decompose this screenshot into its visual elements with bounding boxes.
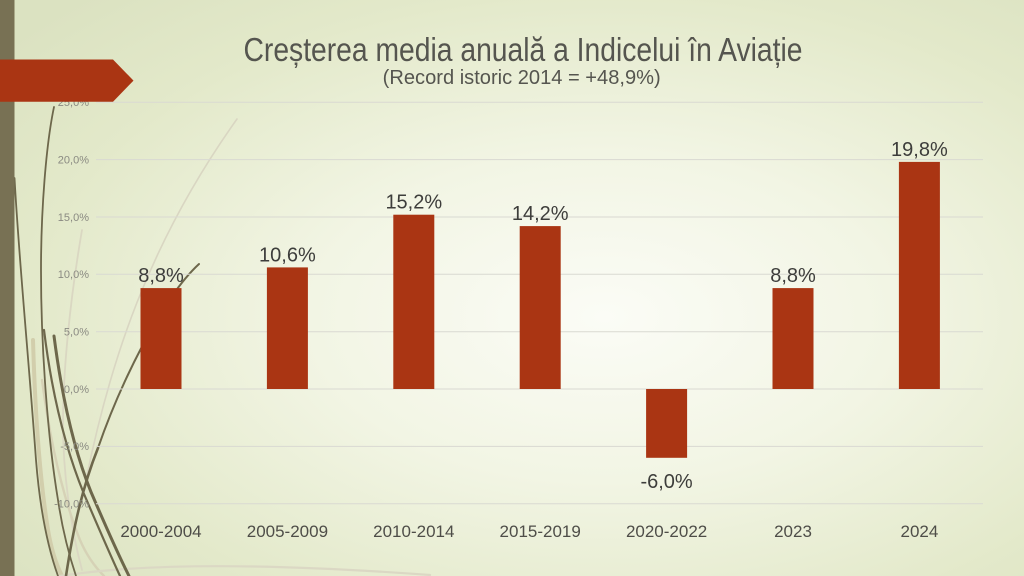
svg-text:-5,0%: -5,0% bbox=[60, 441, 89, 453]
svg-text:15,0%: 15,0% bbox=[58, 212, 89, 224]
svg-text:2023: 2023 bbox=[774, 522, 812, 541]
svg-text:2024: 2024 bbox=[900, 522, 938, 541]
svg-text:-6,0%: -6,0% bbox=[640, 471, 692, 493]
svg-text:5,0%: 5,0% bbox=[64, 327, 89, 339]
svg-text:8,8%: 8,8% bbox=[138, 265, 184, 287]
svg-text:2020-2022: 2020-2022 bbox=[626, 522, 707, 541]
svg-text:2000-2004: 2000-2004 bbox=[120, 522, 201, 541]
svg-text:2015-2019: 2015-2019 bbox=[500, 522, 581, 541]
svg-text:19,8%: 19,8% bbox=[891, 139, 948, 161]
svg-text:(Record istoric 2014 = +48,9%): (Record istoric 2014 = +48,9%) bbox=[383, 67, 661, 89]
svg-text:0,0%: 0,0% bbox=[64, 384, 89, 396]
svg-text:Creșterea media anuală a Indic: Creșterea media anuală a Indicelui în Av… bbox=[244, 31, 803, 68]
svg-text:-10,0%: -10,0% bbox=[54, 499, 89, 511]
svg-text:14,2%: 14,2% bbox=[512, 203, 569, 225]
svg-text:8,8%: 8,8% bbox=[770, 265, 816, 287]
svg-text:10,0%: 10,0% bbox=[58, 269, 89, 281]
svg-text:2010-2014: 2010-2014 bbox=[373, 522, 454, 541]
svg-text:20,0%: 20,0% bbox=[58, 154, 89, 166]
svg-text:2005-2009: 2005-2009 bbox=[247, 522, 328, 541]
svg-text:10,6%: 10,6% bbox=[259, 244, 316, 266]
svg-text:15,2%: 15,2% bbox=[385, 192, 442, 214]
